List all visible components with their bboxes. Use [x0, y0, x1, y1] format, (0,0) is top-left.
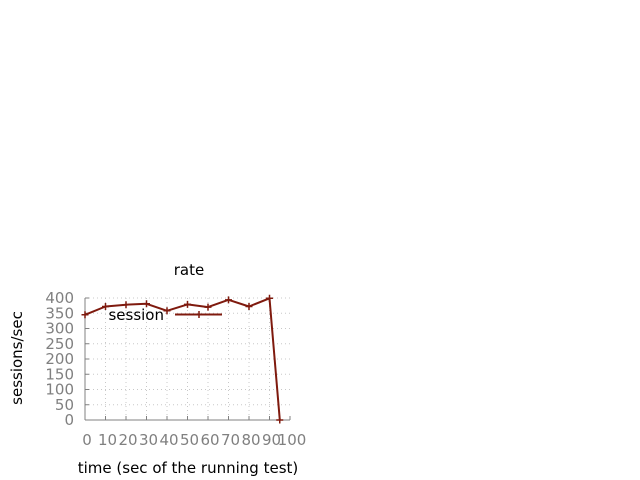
- y-tick-label: 100: [45, 381, 74, 399]
- y-axis-label: sessions/sec: [8, 311, 26, 405]
- data-point: [225, 296, 232, 304]
- x-tick-label: 100: [278, 431, 307, 449]
- data-point: [245, 303, 253, 311]
- data-point: [184, 300, 191, 308]
- data-point: [204, 303, 212, 311]
- data-point: [163, 307, 171, 315]
- legend-label: session: [108, 306, 164, 324]
- y-tick-label: 150: [45, 365, 74, 383]
- y-tick-label: 250: [45, 335, 74, 353]
- y-tick-label: 200: [45, 350, 74, 368]
- data-point: [143, 300, 150, 308]
- chart-title: rate: [174, 261, 204, 279]
- grid: [85, 297, 290, 420]
- x-axis-label: time (sec of the running test): [78, 459, 299, 477]
- x-tick-label: 40: [159, 431, 178, 449]
- tick-marks: [84, 297, 291, 421]
- data-point: [122, 301, 130, 309]
- x-tick-label: 90: [262, 431, 281, 449]
- x-tick-label: 0: [82, 431, 92, 449]
- data-point: [102, 303, 109, 311]
- y-tick-label: 300: [45, 320, 74, 338]
- y-tick-label: 400: [45, 289, 74, 307]
- x-tick-label: 50: [180, 431, 199, 449]
- data-point: [266, 294, 273, 302]
- x-tick-label: 70: [221, 431, 240, 449]
- series-layer: [81, 294, 284, 424]
- data-point: [81, 311, 89, 319]
- x-tick-label: 60: [200, 431, 219, 449]
- x-tick-label: 80: [241, 431, 260, 449]
- data-point: [276, 416, 284, 424]
- legend-marker: [195, 311, 203, 318]
- x-tick-label: 10: [98, 431, 117, 449]
- legend: session: [108, 306, 222, 324]
- y-tick-label: 50: [55, 396, 74, 414]
- x-tick-label: 30: [139, 431, 158, 449]
- x-tick-label: 20: [118, 431, 137, 449]
- y-tick-label: 350: [45, 304, 74, 322]
- y-tick-label: 0: [64, 411, 74, 429]
